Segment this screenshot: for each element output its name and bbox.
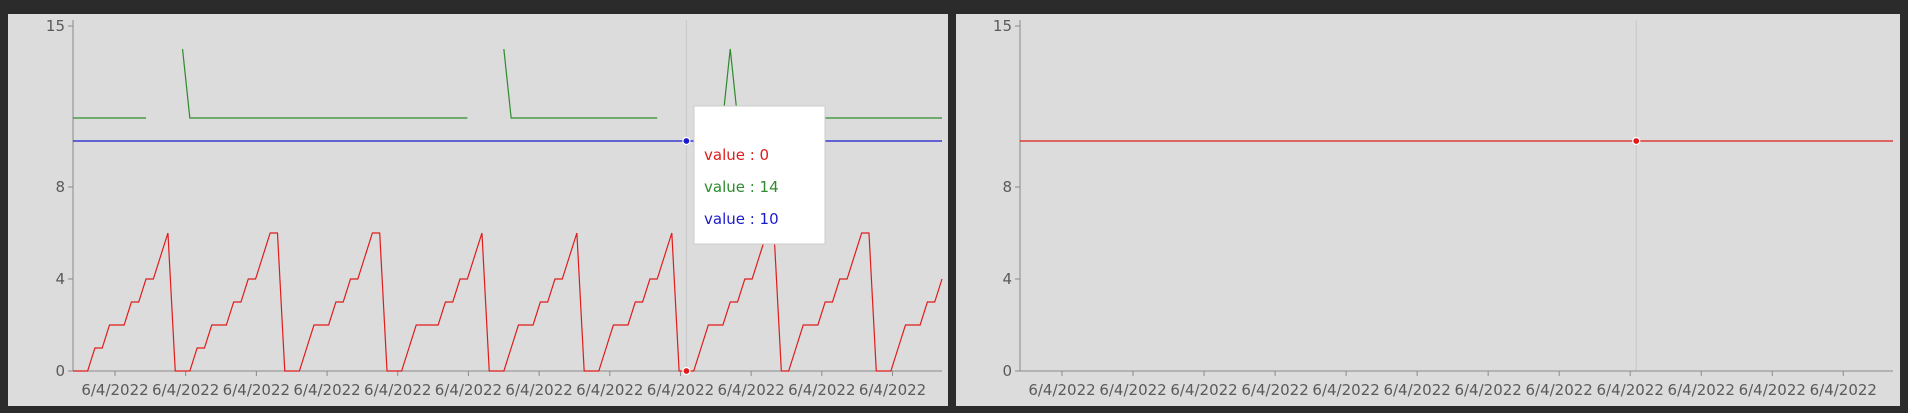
y-tick-label: 0	[1002, 362, 1012, 380]
x-tick-label: 6/4/2022	[859, 381, 926, 399]
y-tick-label: 4	[55, 270, 65, 288]
y-tick-label: 8	[55, 178, 65, 196]
hover-point-marker[interactable]	[682, 366, 691, 376]
x-tick-label: 6/4/2022	[1597, 381, 1664, 399]
x-tick-label: 6/4/2022	[1739, 381, 1806, 399]
x-tick-label: 6/4/2022	[576, 381, 643, 399]
tooltip-box	[693, 105, 826, 245]
x-tick-label: 6/4/2022	[1099, 381, 1166, 399]
x-tick-label: 6/4/2022	[81, 381, 148, 399]
y-tick-label: 15	[46, 17, 65, 35]
plot-background	[956, 14, 1900, 406]
x-tick-label: 6/4/2022	[223, 381, 290, 399]
x-tick-label: 6/4/2022	[364, 381, 431, 399]
x-tick-label: 6/4/2022	[1312, 381, 1379, 399]
tooltip-row: value : 0	[704, 146, 769, 164]
x-tick-label: 6/4/2022	[1810, 381, 1877, 399]
x-tick-label: 6/4/2022	[788, 381, 855, 399]
series-line-2	[73, 48, 942, 119]
hover-point-marker[interactable]	[1632, 136, 1641, 146]
y-tick-label: 15	[993, 17, 1012, 35]
x-tick-label: 6/4/2022	[435, 381, 502, 399]
x-tick-label: 6/4/2022	[717, 381, 784, 399]
x-tick-label: 6/4/2022	[1170, 381, 1237, 399]
series-line-1	[73, 232, 943, 372]
y-tick-label: 4	[1002, 270, 1012, 288]
x-tick-label: 6/4/2022	[1525, 381, 1592, 399]
hover-point-marker[interactable]	[682, 136, 691, 146]
y-tick-label: 8	[1002, 178, 1012, 196]
x-tick-label: 6/4/2022	[1383, 381, 1450, 399]
x-tick-label: 6/4/2022	[152, 381, 219, 399]
x-tick-label: 6/4/2022	[505, 381, 572, 399]
x-tick-label: 6/4/2022	[1028, 381, 1095, 399]
tooltip-row: value : 10	[704, 210, 779, 228]
x-tick-label: 6/4/2022	[647, 381, 714, 399]
x-tick-label: 6/4/2022	[1454, 381, 1521, 399]
tooltip-row: value : 14	[704, 178, 779, 196]
x-tick-label: 6/4/2022	[293, 381, 360, 399]
y-tick-label: 0	[55, 362, 65, 380]
x-tick-label: 6/4/2022	[1241, 381, 1308, 399]
x-tick-label: 6/4/2022	[1668, 381, 1735, 399]
